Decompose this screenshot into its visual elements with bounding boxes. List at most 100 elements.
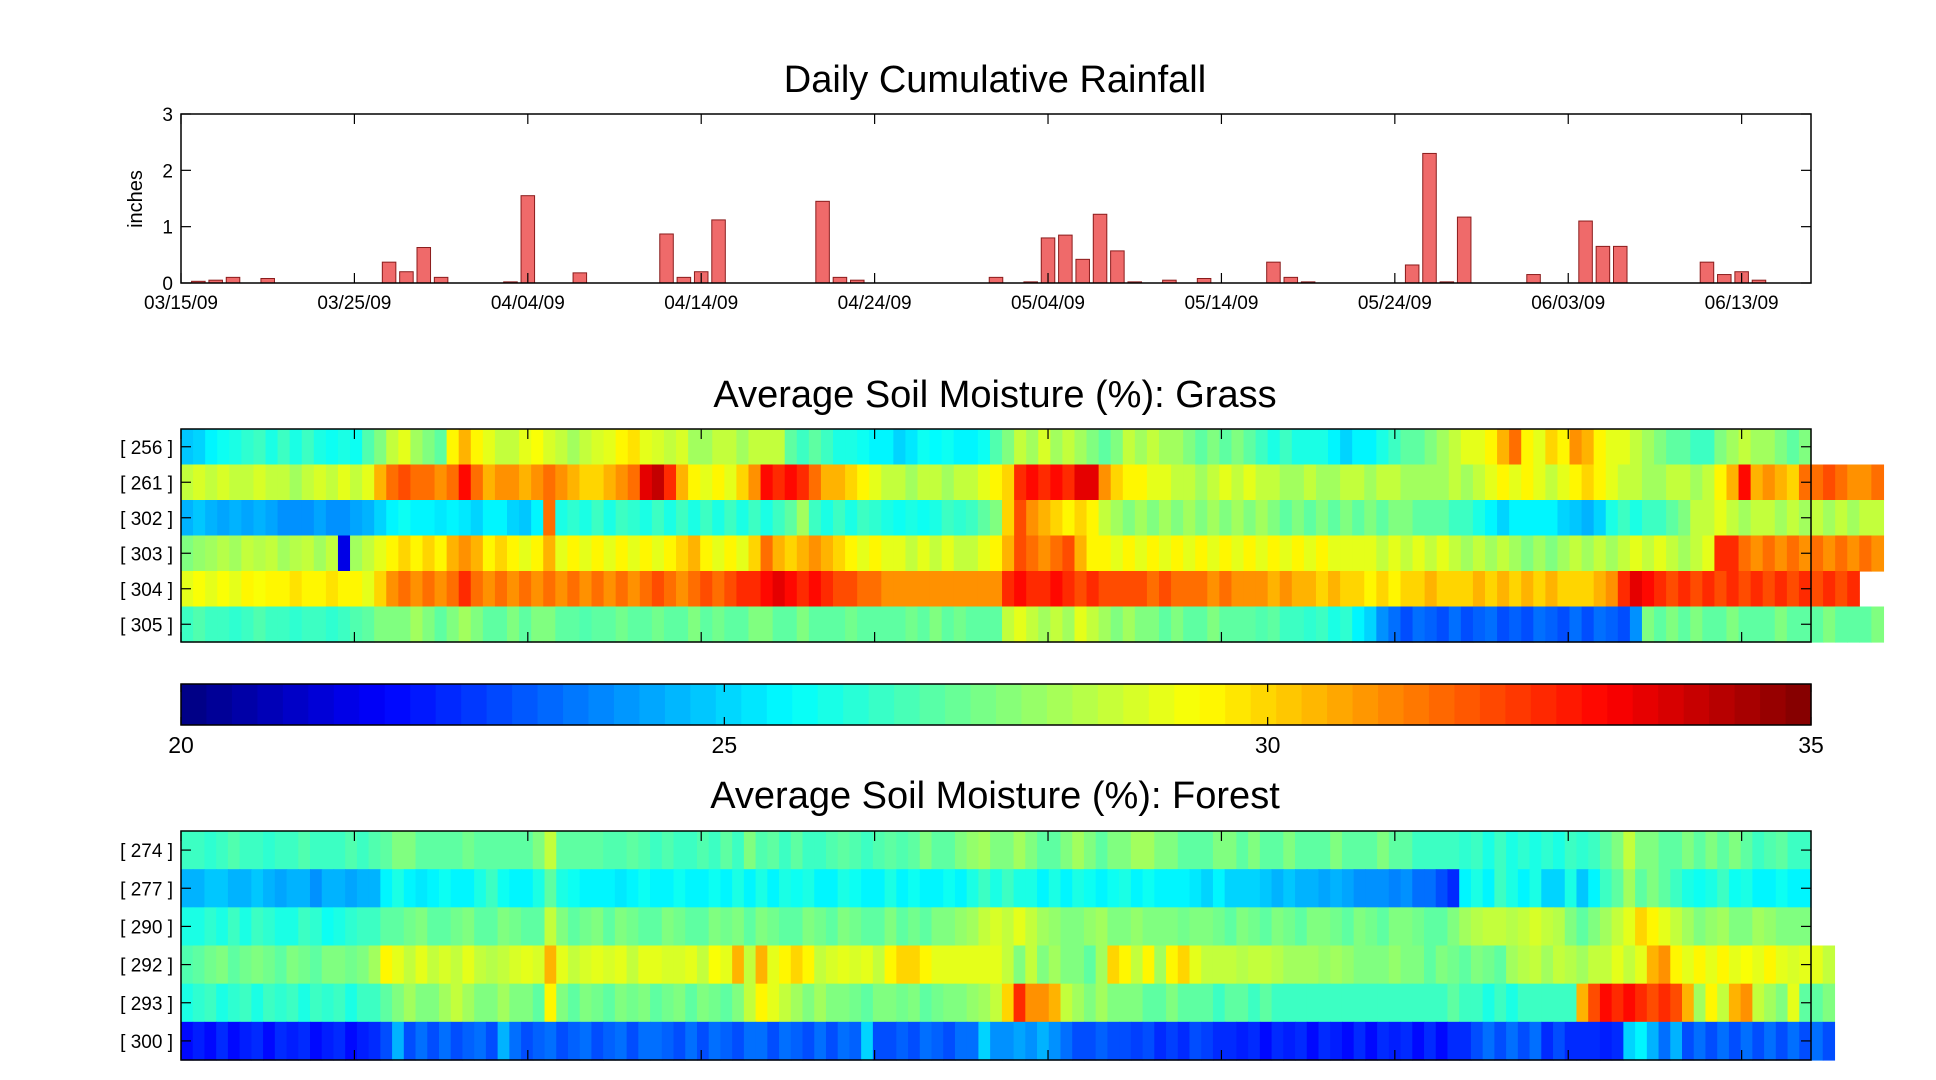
heatmap-cell [368,983,381,1023]
heatmap-cell [1702,571,1716,608]
heatmap-cell [978,983,991,1023]
heatmap-cell [1611,945,1624,985]
heatmap-cell [905,464,919,501]
heatmap-cell [977,429,991,466]
forest-heatmap-cells [181,831,1836,1061]
heatmap-cell [497,907,510,947]
heatmap-cell [567,606,581,643]
heatmap-cell [1166,1021,1179,1061]
heatmap-cell [917,571,931,608]
heatmap-cell [673,945,686,985]
heatmap-cell [861,907,874,947]
heatmap-cell [953,500,967,537]
heatmap-cell [403,945,417,985]
heatmap-cell [227,907,241,947]
heatmap-cell [251,1021,264,1061]
heatmap-cell [263,831,276,870]
heatmap-cell [1130,983,1144,1023]
heatmap-cell [1811,606,1824,643]
heatmap-cell [1714,606,1728,643]
heatmap-cell [350,571,363,608]
heatmap-cell [872,869,886,908]
colorbar-cell [512,684,539,725]
heatmap-cell [380,869,393,908]
heatmap-cell [1787,945,1800,985]
heatmap-cell [1365,1021,1378,1061]
heatmap-cell [1062,464,1076,501]
heatmap-cell [953,571,967,608]
colorbar-cell [1225,684,1252,725]
heatmap-cell [1291,464,1305,501]
heatmap-cell [229,500,242,537]
heatmap-cell [954,831,968,870]
heatmap-cell [1497,464,1510,501]
heatmap-cell [286,1021,299,1061]
heatmap-cell [929,429,943,466]
heatmap-cell [748,606,762,643]
heatmap-cell [1485,500,1498,537]
heatmap-cell [274,983,288,1023]
heatmap-cell [1025,907,1038,947]
heatmap-cell [458,500,472,537]
heatmap-cell [627,429,641,466]
heatmap-cell [614,1021,628,1061]
heatmap-cell [374,571,387,608]
heatmap-cell [1072,869,1085,908]
heatmap-cell [1482,831,1495,870]
heatmap-cell [1166,945,1179,985]
heatmap-cell [1122,535,1136,572]
heatmap-cell [1002,606,1015,643]
heatmap-cell [943,1021,956,1061]
heatmap-cell [204,831,217,870]
heatmap-cell [688,606,701,643]
heatmap-cell [884,869,897,908]
heatmap-cell [544,907,557,947]
rainfall-bar [1699,261,1715,284]
heatmap-cell [1494,869,1507,908]
heatmap-cell [313,464,327,501]
heatmap-cell [1365,831,1378,870]
heatmap-cell [767,945,780,985]
heatmap-cell [1521,535,1534,572]
heatmap-cell [1142,907,1155,947]
heatmap-cell [1541,831,1554,870]
heatmap-cell [857,571,870,608]
heatmap-cell [1189,1021,1202,1061]
heatmap-cell [1110,535,1124,572]
heatmap-cell [1231,464,1245,501]
heatmap-cell [1122,606,1136,643]
heatmap-cell [1306,907,1320,947]
heatmap-cell [845,535,858,572]
heatmap-cell [253,464,267,501]
heatmap-cell [732,945,745,985]
heatmap-cell [301,571,315,608]
heatmap-cell [1271,907,1284,947]
heatmap-cell [1702,429,1716,466]
heatmap-cell [1581,571,1595,608]
heatmap-cell [217,464,230,501]
heatmap-cell [1095,945,1109,985]
heatmap-cell [1576,1021,1589,1061]
colorbar-tick-label: 25 [712,732,738,758]
heatmap-cell [1388,945,1402,985]
heatmap-cell [1377,831,1390,870]
heatmap-cell [1255,500,1269,537]
heatmap-cell [837,869,851,908]
heatmap-cell [1750,429,1764,466]
heatmap-cell [216,869,229,908]
heatmap-cell [1811,1021,1824,1061]
heatmap-cell [337,535,351,572]
heatmap-cell [205,606,218,643]
heatmap-cell [277,464,291,501]
heatmap-cell [965,500,979,537]
heatmap-cell [1448,500,1462,537]
heatmap-cell [1177,831,1191,870]
heatmap-cell [1764,945,1777,985]
heatmap-cell [1283,983,1296,1023]
heatmap-cell [1424,983,1437,1023]
heatmap-cell [1376,500,1390,537]
heatmap-cell [1291,606,1305,643]
colorbar-cell [766,684,793,725]
colorbar-cell [1785,684,1812,725]
heatmap-cell [748,500,762,537]
